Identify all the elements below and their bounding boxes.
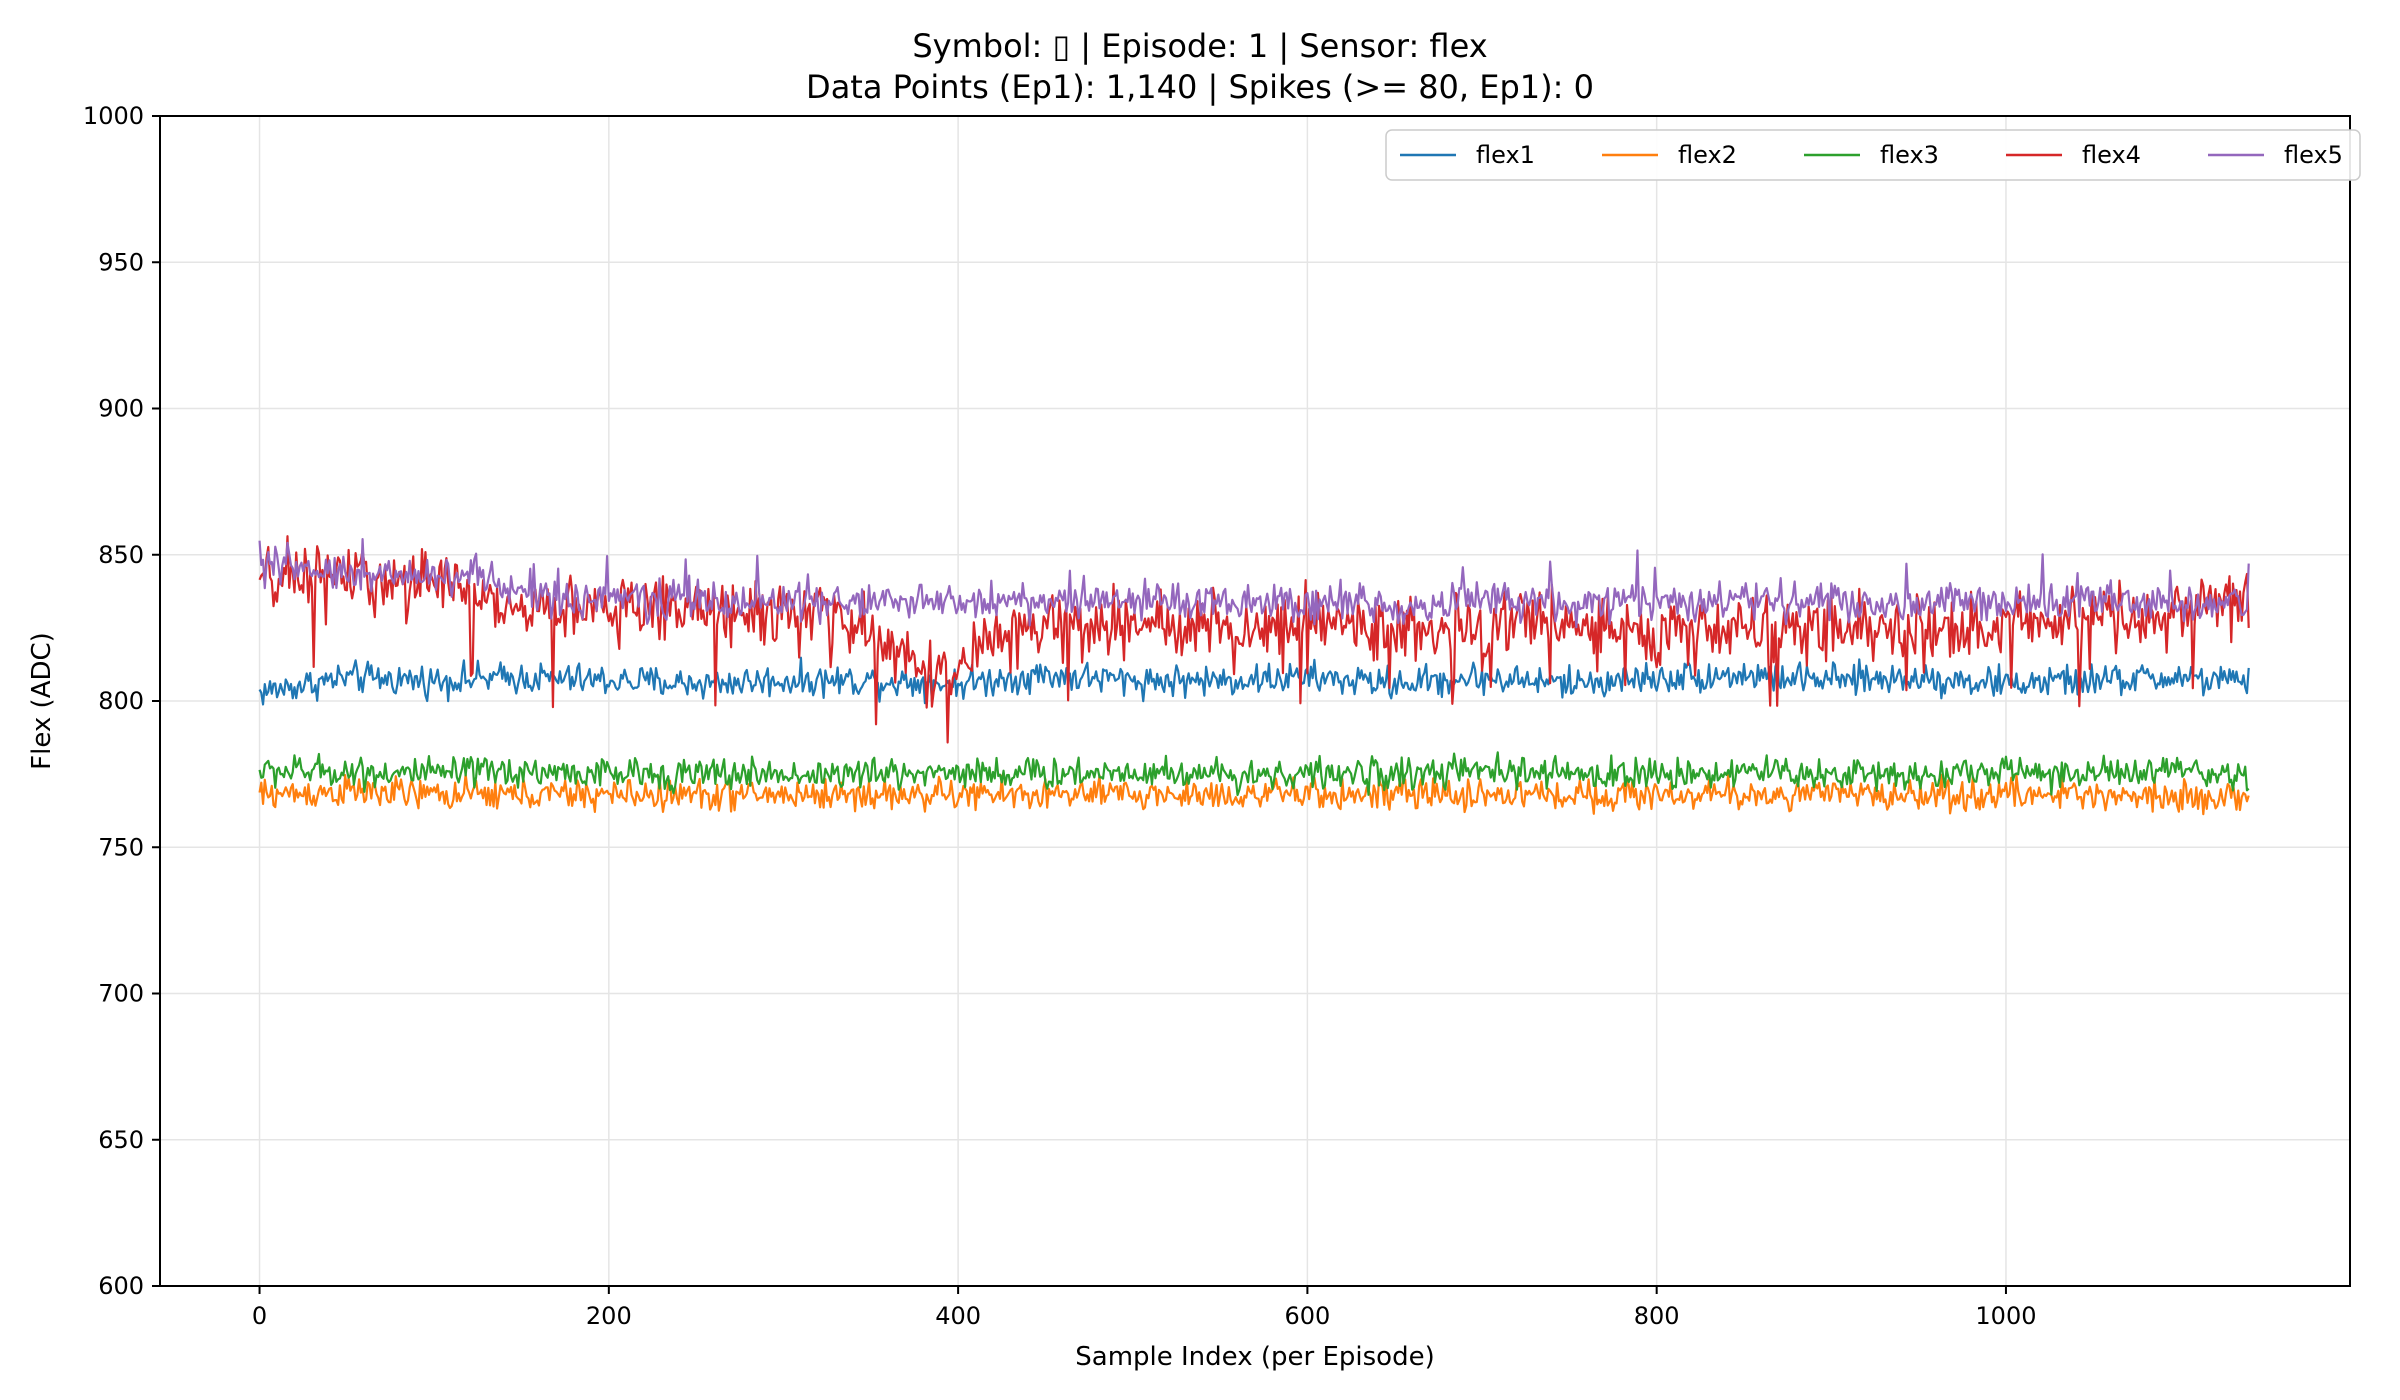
- legend: flex1 flex2 flex3 flex4 flex5: [1385, 129, 2361, 181]
- x-tick-label: 400: [935, 1302, 981, 1330]
- legend-label-flex3: flex3: [1880, 141, 1939, 169]
- x-axis-label: Sample Index (per Episode): [1075, 1342, 1434, 1372]
- y-tick-label: 1000: [83, 102, 144, 130]
- y-tick-label: 950: [98, 248, 144, 276]
- x-tick-label: 200: [586, 1302, 632, 1330]
- x-tick-label: 600: [1284, 1302, 1330, 1330]
- legend-label-flex5: flex5: [2284, 141, 2343, 169]
- series-line-flex5: [258, 537, 2250, 629]
- chart-title-line-1: Symbol: ▯ | Episode: 1 | Sensor: flex: [912, 27, 1487, 65]
- x-tick-label: 800: [1634, 1302, 1680, 1330]
- y-tick-label: 700: [98, 980, 144, 1008]
- y-tick-label: 900: [98, 395, 144, 423]
- x-axis-ticks: 0 200 400 600 800 1000: [252, 1286, 2036, 1330]
- y-tick-label: 650: [98, 1126, 144, 1154]
- y-tick-label: 750: [98, 833, 144, 861]
- series-line-flex3: [258, 751, 2250, 797]
- y-axis-label: Flex (ADC): [27, 632, 57, 770]
- x-tick-label: 1000: [1975, 1302, 2036, 1330]
- x-tick-label: 0: [252, 1302, 267, 1330]
- chart-title-line-2: Data Points (Ep1): 1,140 | Spikes (>= 80…: [806, 68, 1594, 106]
- series-line-flex2: [258, 773, 2250, 816]
- legend-label-flex1: flex1: [1476, 141, 1535, 169]
- grid-lines: [160, 115, 2350, 1287]
- y-tick-label: 850: [98, 541, 144, 569]
- legend-box: [1385, 129, 2361, 181]
- series-lines: [258, 535, 2250, 816]
- legend-label-flex4: flex4: [2082, 141, 2141, 169]
- legend-label-flex2: flex2: [1678, 141, 1737, 169]
- y-axis-ticks: 600 650 700 750 800 850 900 950 1000: [83, 102, 160, 1300]
- y-tick-label: 800: [98, 687, 144, 715]
- y-tick-label: 600: [98, 1272, 144, 1300]
- series-line-flex1: [258, 656, 2250, 706]
